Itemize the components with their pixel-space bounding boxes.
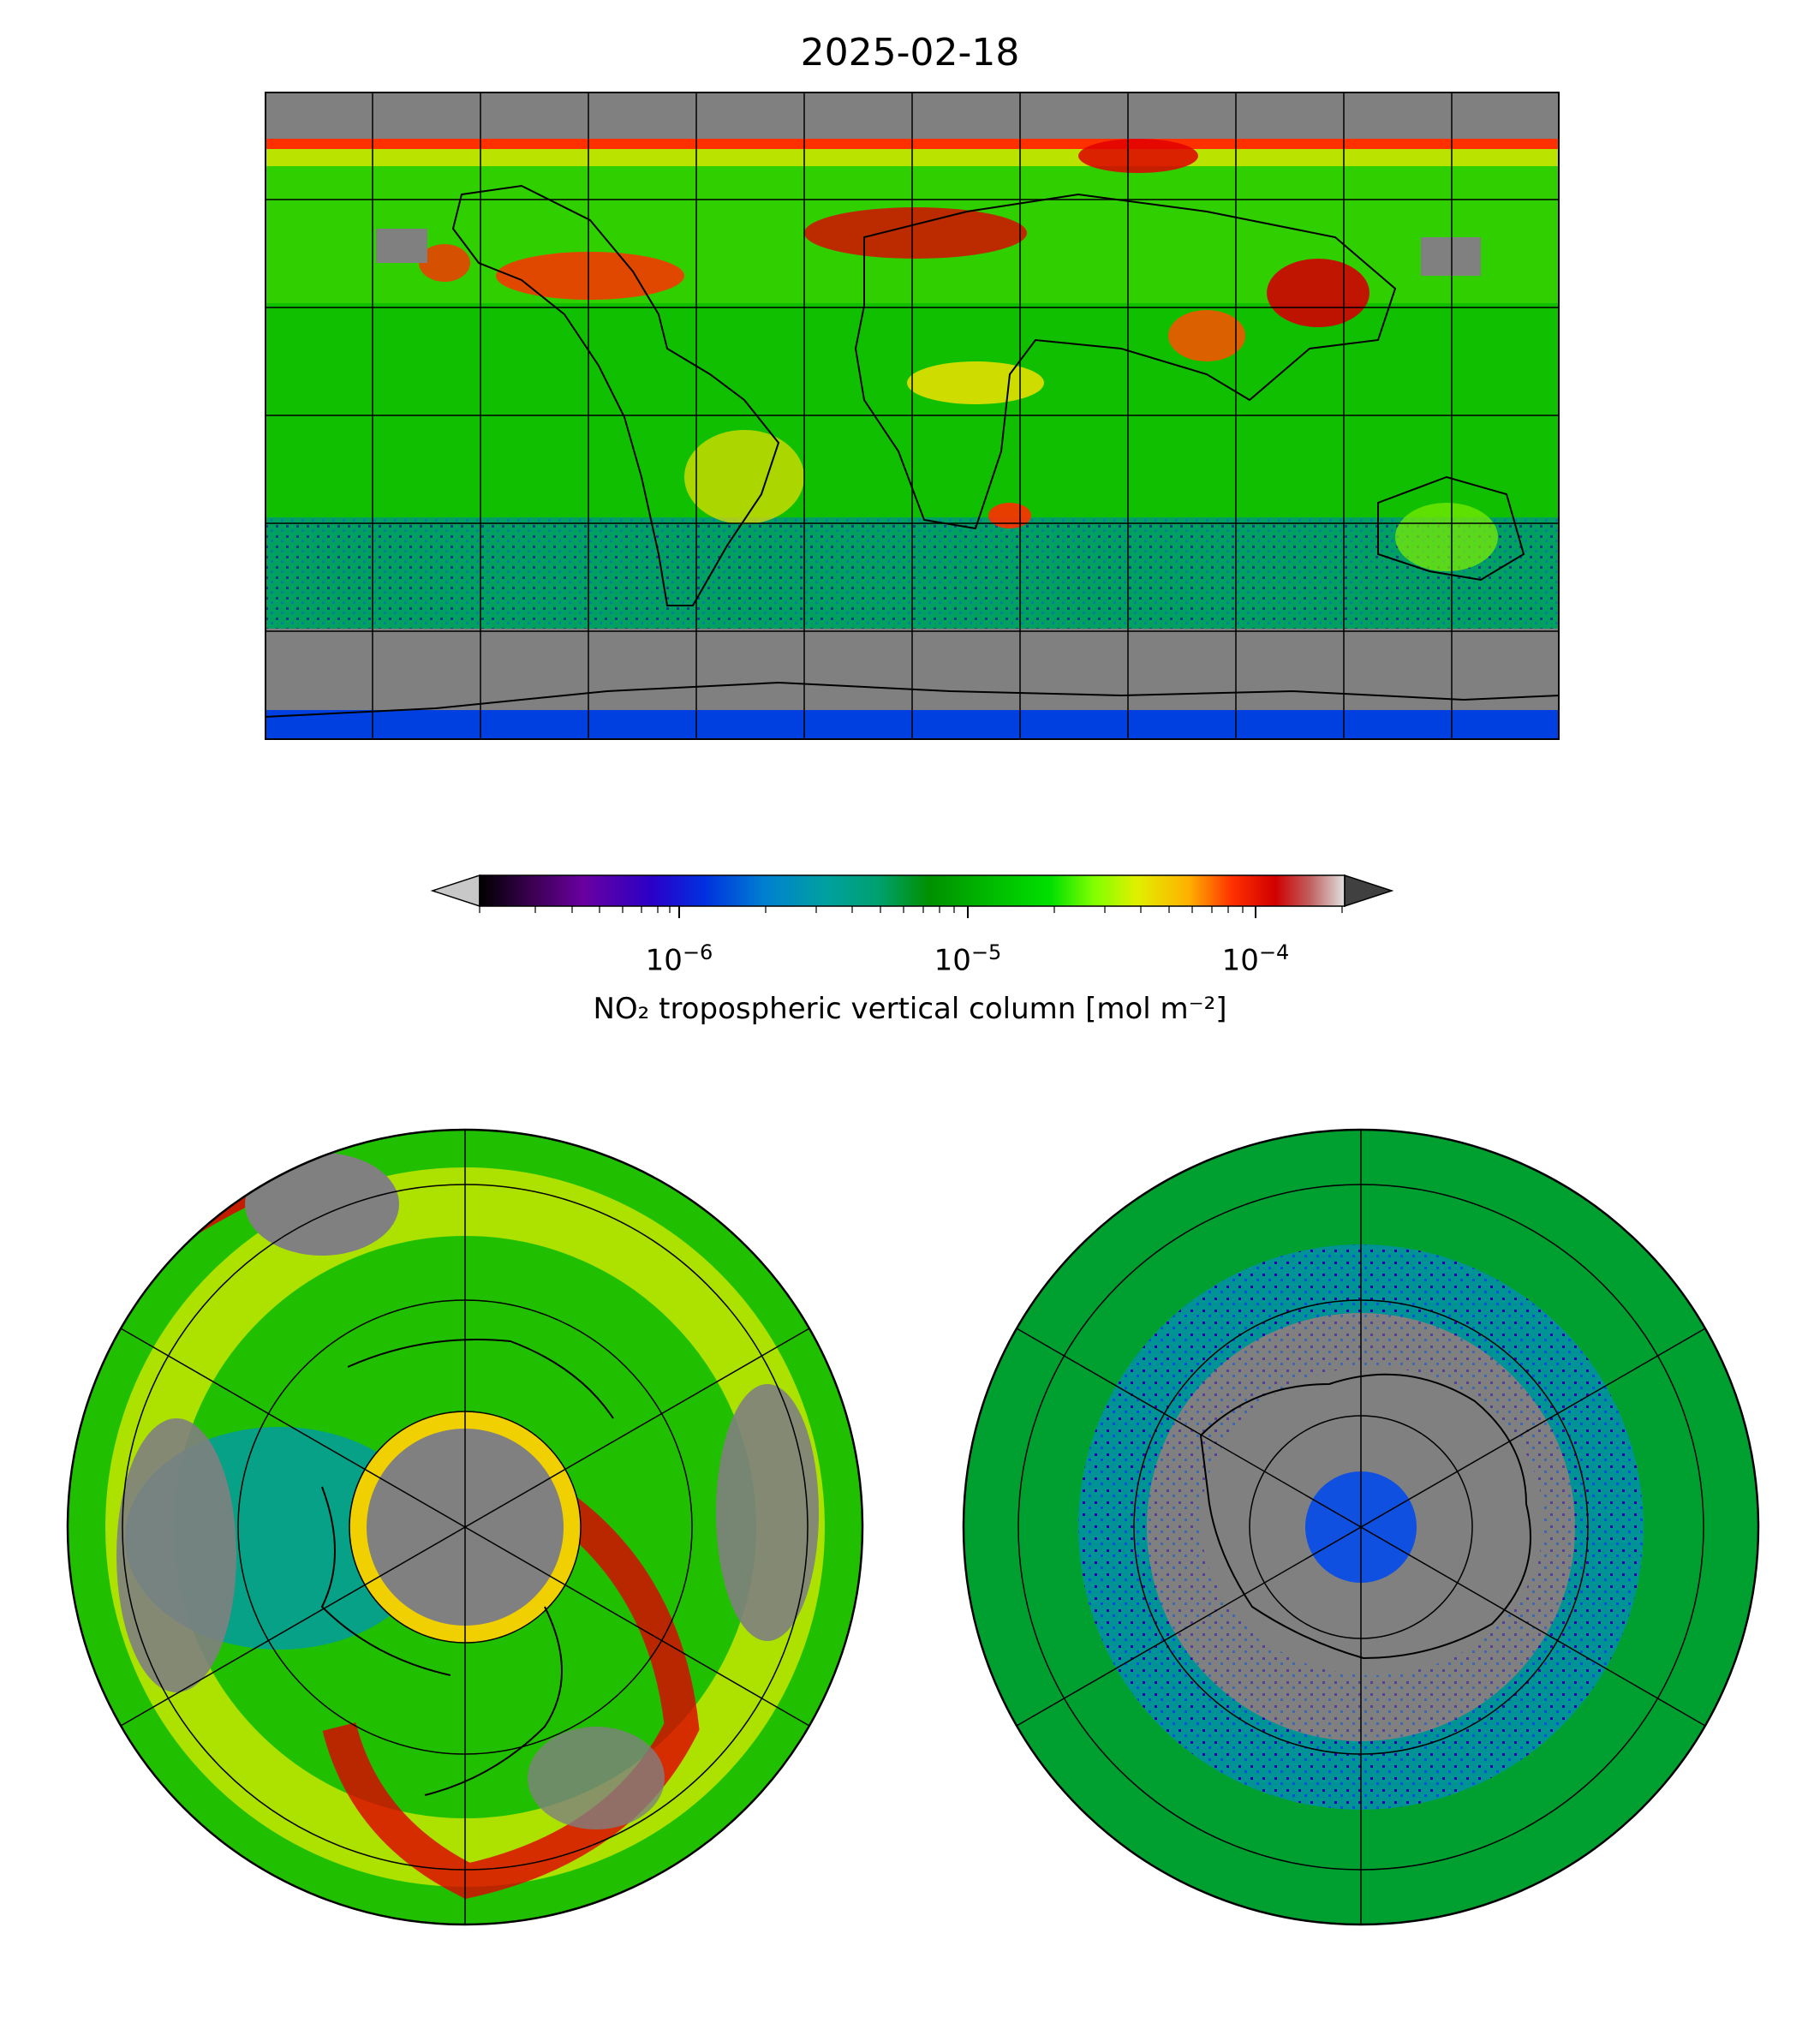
coastline-antarctica bbox=[265, 681, 1560, 718]
coastline-americas bbox=[451, 184, 780, 606]
north-gray-right bbox=[716, 1384, 819, 1641]
colorbar-over-triangle bbox=[1344, 874, 1394, 908]
hotspot-west-us bbox=[419, 244, 470, 282]
colorbar-label: NO₂ tropospheric vertical column [mol m⁻… bbox=[593, 992, 1227, 1026]
north-coastline bbox=[320, 1339, 614, 1796]
south-coastline-antarctica bbox=[1199, 1373, 1531, 1660]
north-gray-bottom bbox=[528, 1727, 665, 1829]
colorbar-tick-label-1e-4: 10−4 bbox=[1221, 940, 1290, 978]
hotspot-siberia bbox=[1078, 139, 1198, 173]
south-map-frame bbox=[962, 1128, 1760, 1926]
colorbar-tick-label-1e-5: 10−5 bbox=[934, 940, 1002, 978]
nodata-patch-1 bbox=[376, 229, 427, 263]
south-graticule bbox=[1016, 1130, 1706, 1925]
hotspot-south-america bbox=[684, 430, 804, 524]
north-graticule bbox=[120, 1130, 810, 1925]
colorbar-major-ticks bbox=[678, 906, 1256, 918]
colorbar-gradient bbox=[479, 874, 1346, 907]
colorbar bbox=[428, 874, 1396, 925]
map-frame bbox=[265, 92, 1560, 740]
hotspot-east-asia bbox=[1267, 259, 1369, 327]
hotspot-india bbox=[1168, 310, 1245, 361]
map-title: 2025-02-18 bbox=[800, 31, 1020, 75]
hotspot-north-america bbox=[496, 252, 684, 300]
north-polar-map bbox=[65, 1127, 865, 1927]
hotspot-europe bbox=[804, 207, 1027, 259]
north-gray-left bbox=[116, 1418, 236, 1692]
hotspot-australia bbox=[1395, 503, 1498, 571]
colorbar-under-triangle bbox=[430, 874, 480, 908]
colorbar-tick-label-1e-6: 10−6 bbox=[645, 940, 713, 978]
colorbar-minor-ticks bbox=[479, 906, 1343, 913]
south-polar-map bbox=[961, 1127, 1761, 1927]
global-map bbox=[265, 92, 1560, 740]
north-map-frame bbox=[66, 1128, 864, 1926]
hotspot-africa bbox=[907, 361, 1044, 404]
hotspot-south-africa bbox=[988, 503, 1031, 528]
coastline-africa-eurasia bbox=[854, 193, 1397, 530]
coastline-australia bbox=[1377, 475, 1525, 582]
graticule bbox=[265, 92, 1560, 740]
north-gray-top bbox=[245, 1153, 399, 1256]
nodata-patch-2 bbox=[1421, 237, 1481, 276]
